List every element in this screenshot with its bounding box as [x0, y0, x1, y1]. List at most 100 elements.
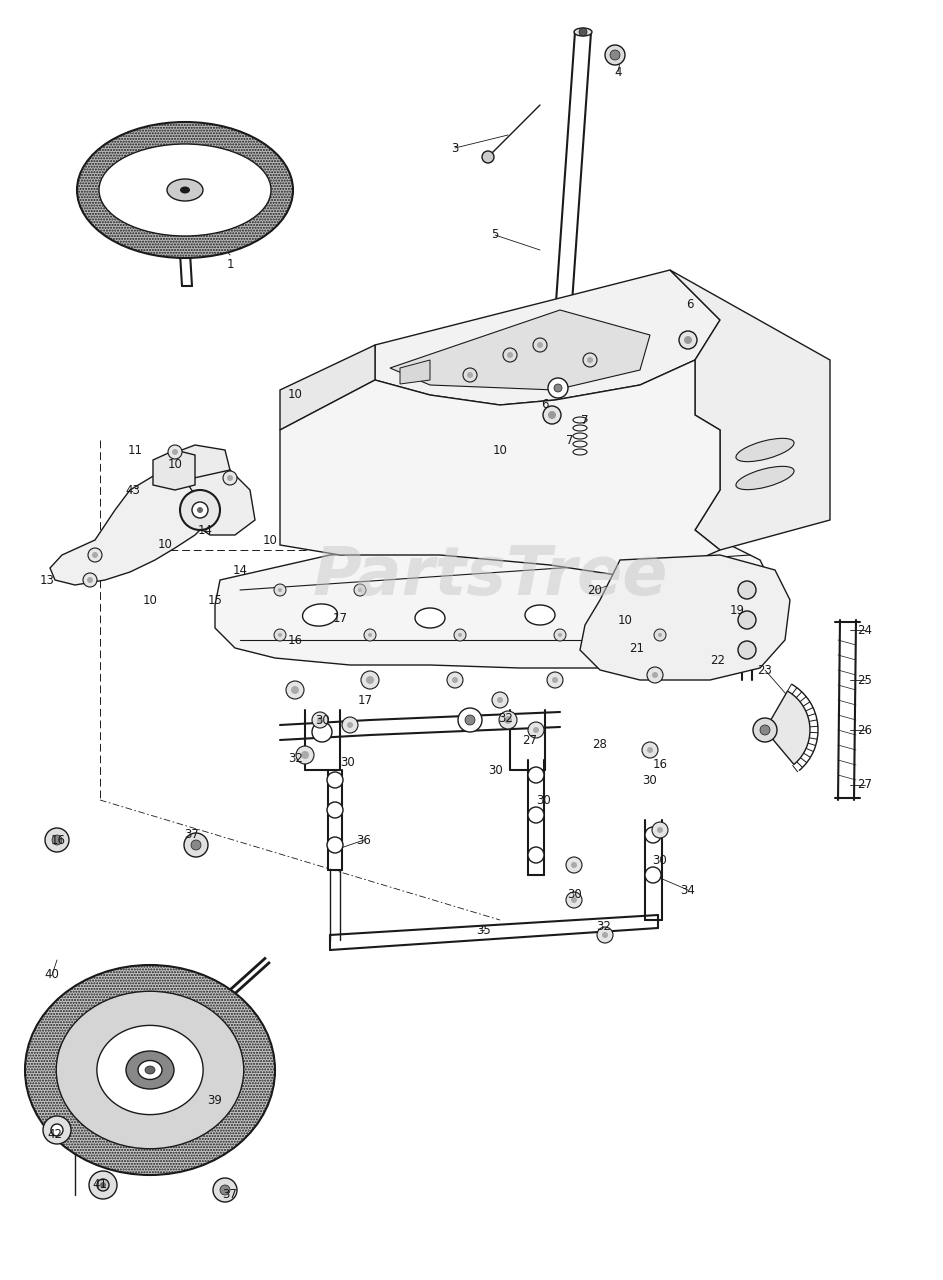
Circle shape — [571, 897, 577, 902]
Text: 42: 42 — [47, 1129, 62, 1142]
Circle shape — [528, 847, 544, 863]
Text: 15: 15 — [207, 594, 223, 607]
Circle shape — [463, 369, 477, 381]
Polygon shape — [215, 540, 775, 668]
Ellipse shape — [525, 605, 555, 625]
Circle shape — [597, 927, 613, 943]
Ellipse shape — [180, 187, 190, 193]
Circle shape — [679, 332, 697, 349]
Text: 7: 7 — [581, 413, 588, 426]
Circle shape — [192, 502, 208, 518]
Circle shape — [465, 716, 475, 724]
Circle shape — [558, 634, 562, 637]
Text: 28: 28 — [592, 739, 607, 751]
Text: 41: 41 — [92, 1179, 108, 1192]
Circle shape — [223, 471, 237, 485]
Circle shape — [507, 352, 513, 358]
Circle shape — [278, 588, 282, 591]
Circle shape — [286, 681, 304, 699]
Circle shape — [88, 548, 102, 562]
Polygon shape — [280, 360, 720, 580]
Ellipse shape — [636, 605, 664, 625]
Circle shape — [499, 710, 517, 730]
Polygon shape — [400, 360, 430, 384]
Circle shape — [213, 1178, 237, 1202]
Ellipse shape — [549, 384, 567, 392]
Text: 10: 10 — [157, 539, 173, 552]
Circle shape — [753, 718, 777, 742]
Circle shape — [467, 372, 473, 378]
Circle shape — [738, 581, 756, 599]
Circle shape — [327, 772, 343, 788]
Circle shape — [602, 932, 608, 938]
Circle shape — [528, 722, 544, 739]
Circle shape — [191, 840, 201, 850]
Circle shape — [566, 892, 582, 908]
Polygon shape — [155, 445, 230, 480]
Circle shape — [184, 833, 208, 858]
Circle shape — [547, 672, 563, 689]
Text: 21: 21 — [630, 641, 644, 654]
Ellipse shape — [736, 438, 794, 462]
Circle shape — [312, 712, 328, 728]
Circle shape — [364, 628, 376, 641]
Circle shape — [317, 717, 323, 723]
Circle shape — [579, 28, 587, 36]
Ellipse shape — [736, 466, 794, 490]
Circle shape — [533, 338, 547, 352]
Circle shape — [543, 406, 561, 424]
Circle shape — [197, 507, 203, 513]
Text: 27: 27 — [857, 778, 872, 791]
Polygon shape — [390, 310, 650, 390]
Text: 30: 30 — [488, 763, 504, 777]
Ellipse shape — [97, 1025, 203, 1115]
Text: 24: 24 — [857, 623, 872, 636]
Circle shape — [296, 746, 314, 764]
Text: 5: 5 — [491, 229, 499, 242]
Circle shape — [652, 672, 658, 678]
Circle shape — [552, 677, 558, 684]
Circle shape — [452, 677, 458, 684]
Circle shape — [571, 861, 577, 868]
Circle shape — [738, 641, 756, 659]
Circle shape — [89, 1171, 117, 1199]
Circle shape — [642, 742, 658, 758]
Text: 43: 43 — [125, 484, 141, 497]
Circle shape — [366, 676, 374, 684]
Text: 32: 32 — [597, 920, 611, 933]
Circle shape — [537, 342, 543, 348]
Circle shape — [354, 584, 366, 596]
Circle shape — [458, 634, 462, 637]
Circle shape — [528, 767, 544, 783]
Ellipse shape — [126, 1051, 174, 1089]
Polygon shape — [670, 270, 830, 550]
Text: 16: 16 — [51, 833, 65, 846]
Circle shape — [87, 577, 93, 582]
Circle shape — [482, 151, 494, 163]
Text: 30: 30 — [653, 854, 668, 867]
Text: 3: 3 — [452, 142, 458, 155]
Ellipse shape — [77, 122, 293, 259]
Circle shape — [274, 628, 286, 641]
Circle shape — [503, 348, 517, 362]
Circle shape — [100, 1181, 106, 1188]
Circle shape — [342, 717, 358, 733]
Text: 40: 40 — [44, 969, 59, 982]
Ellipse shape — [138, 1061, 162, 1079]
Text: 1: 1 — [226, 259, 234, 271]
Polygon shape — [50, 470, 215, 585]
Circle shape — [368, 634, 372, 637]
Circle shape — [548, 378, 568, 398]
Polygon shape — [765, 691, 810, 764]
Circle shape — [504, 716, 512, 724]
Circle shape — [51, 1124, 63, 1137]
Polygon shape — [185, 470, 255, 535]
Circle shape — [684, 335, 692, 344]
Text: 10: 10 — [142, 594, 157, 607]
Text: 14: 14 — [233, 563, 247, 576]
Circle shape — [610, 50, 620, 60]
Circle shape — [652, 822, 668, 838]
Circle shape — [347, 722, 353, 728]
Ellipse shape — [574, 28, 592, 36]
Circle shape — [52, 835, 62, 845]
